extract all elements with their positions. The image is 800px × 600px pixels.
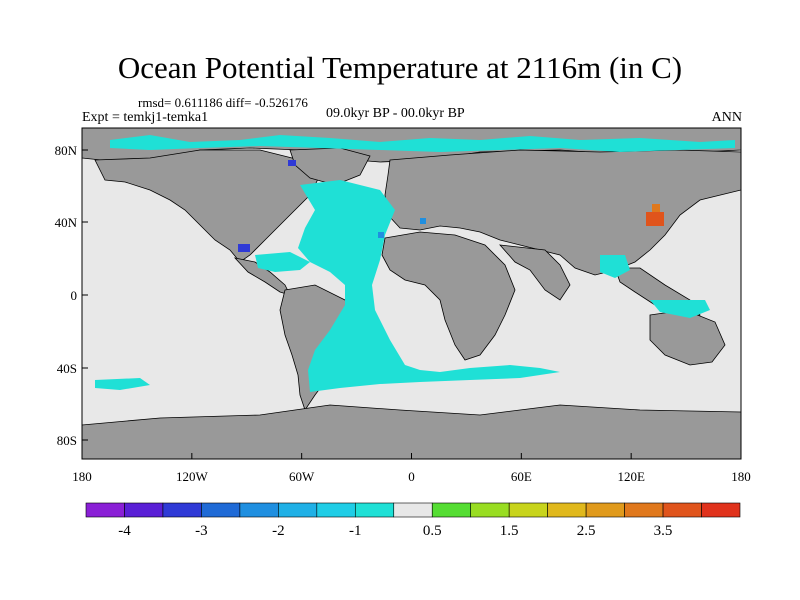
lat-tick-label: 40N xyxy=(55,215,78,230)
colorbar-label: 1.5 xyxy=(500,523,519,539)
colorbar-label: -1 xyxy=(349,523,362,539)
east-asia-warming xyxy=(646,212,664,226)
period-label: 09.0kyr BP - 00.0kyr BP xyxy=(326,106,465,121)
lon-tick-label: 120E xyxy=(617,469,645,484)
colorbar-swatch xyxy=(662,502,702,518)
baffin-strong-cooling xyxy=(288,160,296,166)
arabia-india-land xyxy=(499,244,571,301)
indo-pacific-cooling xyxy=(600,255,630,278)
lon-tick-label: 60W xyxy=(289,469,315,484)
lat-tick-label: 80N xyxy=(55,143,78,158)
east-asia-warming-2 xyxy=(652,204,660,212)
colorbar-swatch xyxy=(316,502,356,518)
colorbar-swatch xyxy=(85,502,125,518)
lat-tick-label: 40S xyxy=(57,361,77,376)
arctic-cooling xyxy=(110,135,735,152)
colorbar-swatch xyxy=(624,502,664,518)
experiment-label: Expt = temkj1-temka1 xyxy=(82,110,209,125)
colorbar-swatch xyxy=(431,502,472,518)
gulf-strong-cooling xyxy=(238,244,250,252)
colorbar-swatch xyxy=(508,502,548,518)
atlantic-cooling xyxy=(298,180,560,392)
lon-tick-label: 0 xyxy=(408,469,415,484)
colorbar-swatch xyxy=(354,502,395,518)
lon-tick-label: 60E xyxy=(511,469,532,484)
atlantic-cell-cooling xyxy=(378,232,384,238)
lon-tick-label: 120W xyxy=(176,469,209,484)
colorbar-swatch xyxy=(278,502,318,518)
colorbar-label: 2.5 xyxy=(577,523,596,539)
north-america-land xyxy=(94,149,321,263)
med-cell-cooling xyxy=(420,218,426,224)
season-label: ANN xyxy=(711,110,742,125)
colorbar-swatch xyxy=(585,502,625,518)
colorbar-swatch xyxy=(701,502,741,518)
antarctica-land xyxy=(82,404,741,459)
colorbar-label: 0.5 xyxy=(423,523,442,539)
colorbar-swatch xyxy=(547,502,587,518)
colorbar-label: -3 xyxy=(195,523,208,539)
africa-land xyxy=(381,231,516,361)
colorbar-label: -4 xyxy=(118,523,131,539)
greenland-land xyxy=(289,147,371,186)
colorbar-label: -2 xyxy=(272,523,285,539)
lon-tick-label: 180 xyxy=(731,469,751,484)
colorbar-swatch xyxy=(470,502,510,518)
map-field xyxy=(82,128,741,459)
caribbean-cooling xyxy=(255,252,310,272)
lat-tick-label: 80S xyxy=(57,433,77,448)
colorbar-swatch xyxy=(201,502,241,518)
lon-tick-label: 180 xyxy=(72,469,92,484)
maritime-cooling xyxy=(650,300,710,318)
colorbar-swatch xyxy=(124,502,164,518)
map-title: Ocean Potential Temperature at 2116m (in… xyxy=(117,50,683,85)
lat-tick-label: 0 xyxy=(71,288,78,303)
colorbar-swatch xyxy=(239,502,279,518)
stats-label: rmsd= 0.611186 diff= -0.526176 xyxy=(138,95,308,110)
colorbar-swatch xyxy=(162,502,202,518)
colorbar: -4 -3 -2 -1 0.5 1.5 2.5 3.5 xyxy=(85,502,741,539)
southern-cooling-left xyxy=(95,378,150,390)
colorbar-label: 3.5 xyxy=(654,523,673,539)
colorbar-swatch xyxy=(393,502,433,518)
eurasia-land xyxy=(384,149,741,276)
latitude-axis: 80N 40N 0 40S 80S xyxy=(55,143,88,448)
longitude-axis: 180 120W 60W 0 60E 120E 180 xyxy=(72,453,751,484)
